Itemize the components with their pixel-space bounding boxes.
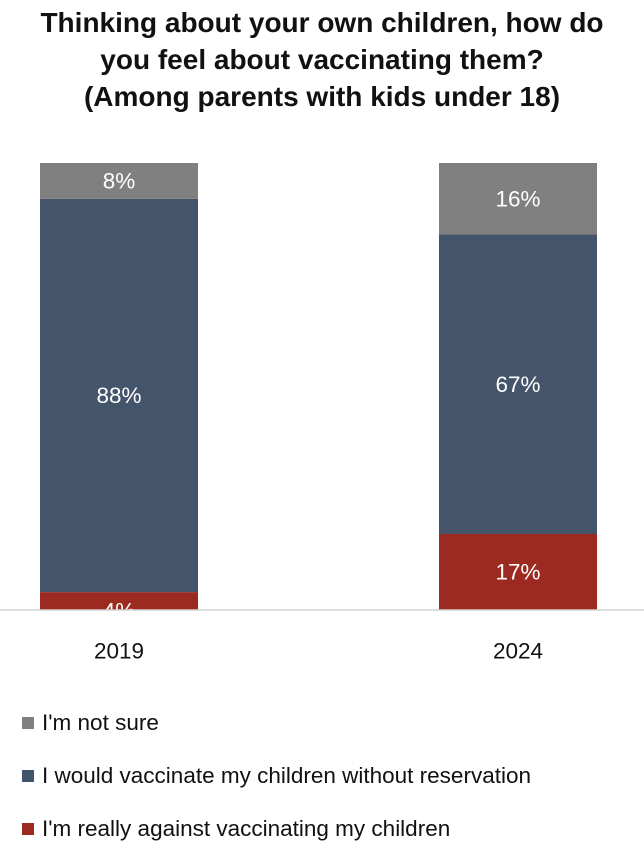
bar-not-sure-2024 [439, 163, 597, 235]
legend-item-against: I'm really against vaccinating my childr… [22, 802, 642, 855]
legend: I'm not sure I would vaccinate my childr… [22, 696, 642, 855]
chart-title-line-1: Thinking about your own children, how do [40, 7, 604, 38]
data-label-not-sure-2019: 8% [103, 168, 136, 193]
data-label-vaccinate-2024: 67% [495, 372, 540, 397]
data-label-vaccinate-2019: 88% [96, 383, 141, 408]
legend-label-vaccinate: I would vaccinate my children without re… [42, 762, 531, 788]
legend-swatch-vaccinate [22, 769, 34, 782]
legend-label-against: I'm really against vaccinating my childr… [42, 815, 451, 841]
chart-title: Thinking about your own children, how do… [0, 4, 644, 115]
data-label-against-2024: 17% [495, 560, 540, 585]
legend-label-not-sure: I'm not sure [42, 709, 159, 735]
bar-against-2019 [40, 592, 198, 610]
data-label-not-sure-2024: 16% [495, 186, 540, 211]
legend-item-not-sure: I'm not sure [22, 696, 642, 749]
bars-group [40, 163, 597, 610]
legend-swatch-not-sure [22, 716, 34, 729]
data-label-against-2019: 4% [103, 599, 136, 624]
bar-vaccinate-2019 [40, 198, 198, 593]
x-tick-label-2024: 2024 [493, 639, 543, 664]
bar-vaccinate-2024 [439, 234, 597, 535]
bar-not-sure-2019 [40, 163, 198, 199]
legend-item-vaccinate: I would vaccinate my children without re… [22, 749, 642, 802]
bar-labels-group: 4% 88% 8% 17% 67% 16% [96, 168, 540, 623]
x-tick-label-2019: 2019 [94, 639, 144, 664]
chart-title-line-3: (Among parents with kids under 18) [83, 81, 561, 112]
chart-title-line-2: you feel about vaccinating them? [100, 44, 544, 75]
x-tick-labels-group: 2019 2024 [94, 639, 543, 664]
legend-swatch-against [22, 822, 34, 835]
bar-against-2024 [439, 534, 597, 610]
